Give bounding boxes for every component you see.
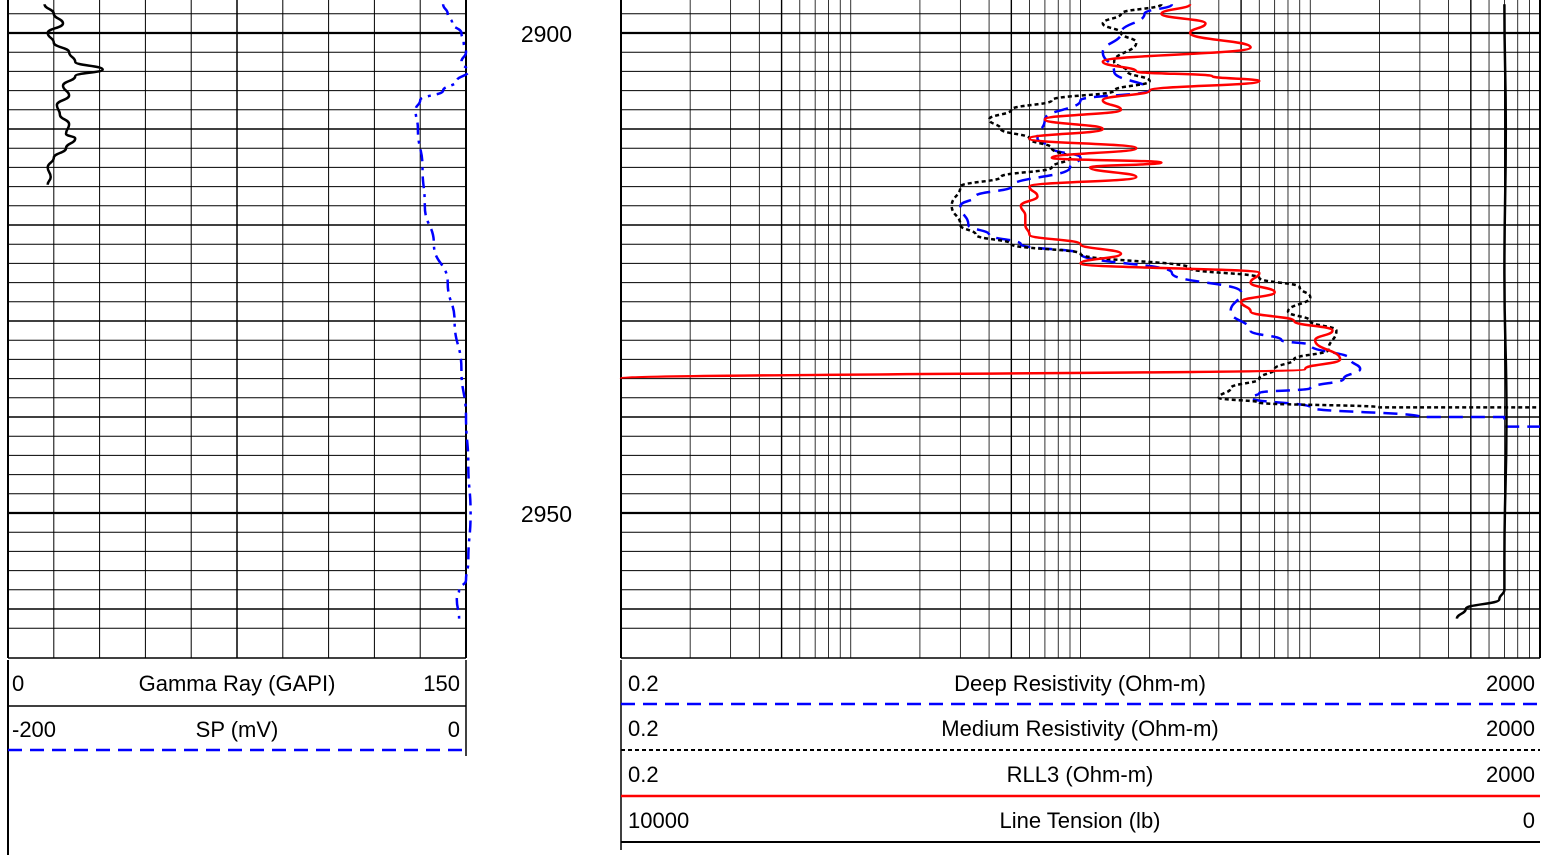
medium-resistivity-curve <box>950 2 1540 409</box>
medium-res-label: Medium Resistivity (Ohm-m) <box>941 716 1218 741</box>
rll3-max: 2000 <box>1486 762 1535 787</box>
depth-label: 2950 <box>521 501 572 527</box>
deep-resistivity-curve <box>959 3 1540 428</box>
rll3-min: 0.2 <box>628 762 659 787</box>
tension-max: 0 <box>1523 808 1535 833</box>
deep-res-min: 0.2 <box>628 671 659 696</box>
tension-label: Line Tension (lb) <box>999 808 1160 833</box>
sp-max: 0 <box>448 717 460 742</box>
sp-min: -200 <box>12 717 56 742</box>
tension-min: 10000 <box>628 808 689 833</box>
rll3-curve <box>619 2 1342 380</box>
deep-res-max: 2000 <box>1486 671 1535 696</box>
depth-labels: 2900 2950 <box>521 21 572 527</box>
deep-res-label: Deep Resistivity (Ohm-m) <box>954 671 1206 696</box>
gamma-ray-curve <box>43 3 104 185</box>
track1-grid <box>7 0 467 659</box>
curve-headers: 0 Gamma Ray (GAPI) 150 -200 SP (mV) 0 0.… <box>7 660 1540 855</box>
medium-res-min: 0.2 <box>628 716 659 741</box>
track2-grid <box>620 0 1541 659</box>
medium-res-max: 2000 <box>1486 716 1535 741</box>
gamma-ray-max: 150 <box>423 671 460 696</box>
sp-curve <box>414 4 472 619</box>
rll3-label: RLL3 (Ohm-m) <box>1007 762 1154 787</box>
sp-label: SP (mV) <box>196 717 279 742</box>
gamma-ray-label: Gamma Ray (GAPI) <box>139 671 336 696</box>
depth-label: 2900 <box>521 21 572 47</box>
track2-curves <box>619 2 1540 619</box>
gamma-ray-min: 0 <box>12 671 24 696</box>
line-tension-curve <box>1455 4 1508 619</box>
track1-curves <box>43 3 472 619</box>
